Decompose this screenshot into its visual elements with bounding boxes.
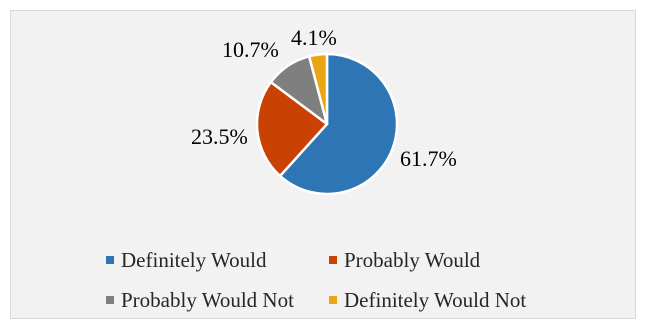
pie-chart: 61.7% 23.5% 10.7% 4.1% Definitely Would … xyxy=(106,25,526,312)
slice-label-probably-would: 23.5% xyxy=(191,124,248,149)
legend-marker-probably-would-not xyxy=(106,296,114,304)
legend-label-definitely-would: Definitely Would xyxy=(121,248,267,272)
chart-legend: Definitely Would Probably Would Probably… xyxy=(106,248,526,312)
legend-marker-definitely-would-not xyxy=(329,296,337,304)
pie-slices xyxy=(255,52,399,196)
chart-frame: 61.7% 23.5% 10.7% 4.1% Definitely Would … xyxy=(10,10,636,319)
slice-label-probably-would-not: 10.7% xyxy=(222,37,279,62)
legend-label-probably-would-not: Probably Would Not xyxy=(121,288,294,312)
legend-label-probably-would: Probably Would xyxy=(344,248,481,272)
slice-label-definitely-would-not: 4.1% xyxy=(291,25,337,50)
legend-label-definitely-would-not: Definitely Would Not xyxy=(344,288,526,312)
pie-slice-labels: 61.7% 23.5% 10.7% 4.1% xyxy=(191,25,457,171)
legend-marker-probably-would xyxy=(329,256,337,264)
pie-slice-probably-would xyxy=(255,80,329,178)
legend-marker-definitely-would xyxy=(106,256,114,264)
slice-label-definitely-would: 61.7% xyxy=(400,146,457,171)
pie-slice-definitely-would xyxy=(278,52,399,196)
pie-slice-definitely-would-not xyxy=(307,52,329,126)
